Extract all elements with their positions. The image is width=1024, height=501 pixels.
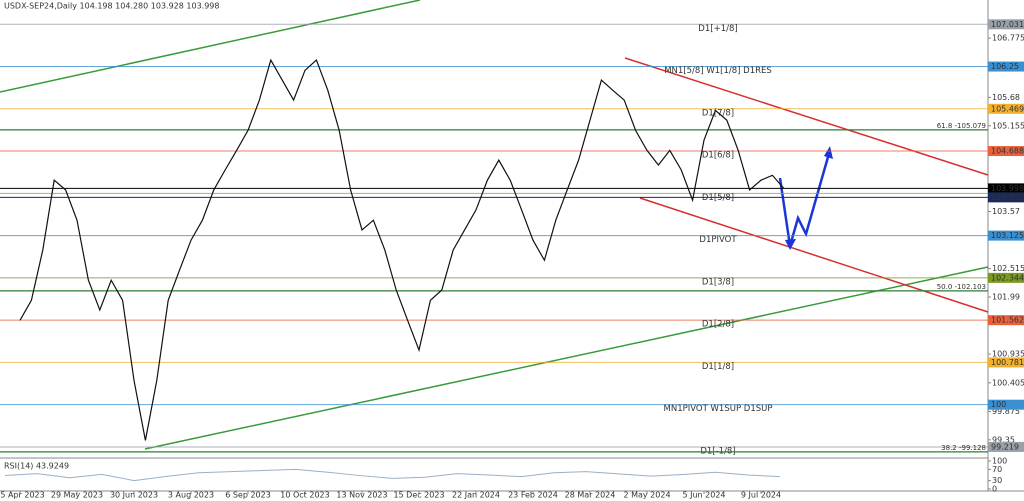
price-box-label: 106.25 xyxy=(991,62,1019,71)
rsi-label: RSI(14) 43.9249 xyxy=(4,462,69,471)
rsi-tick-label: 30 xyxy=(992,476,1002,485)
x-tick-label: 10 Oct 2023 xyxy=(280,491,329,500)
y-tick-label: 106.775 xyxy=(992,34,1024,43)
x-tick-label: 22 Jan 2024 xyxy=(452,491,500,500)
x-tick-label: 13 Nov 2023 xyxy=(336,491,387,500)
channel-line xyxy=(0,0,421,93)
channel-line xyxy=(639,197,989,313)
price-box-label: 99.219 xyxy=(991,442,1019,451)
rsi-tick-label: 0 xyxy=(992,485,997,494)
price-box-label: 102.344 xyxy=(991,273,1024,282)
rsi-line xyxy=(4,468,781,482)
fib-label: 50.0 -102.103 xyxy=(937,283,986,291)
price-box-label: 100 xyxy=(991,400,1006,409)
level-label: MN1[5/8] W1[1/8] D1RES xyxy=(664,66,772,76)
price-box xyxy=(988,315,1024,326)
level-label: D1[6/8] xyxy=(702,151,734,161)
price-box xyxy=(988,61,1024,72)
x-tick-label: 6 Sep 2023 xyxy=(225,491,271,500)
x-tick-label: 3 Aug 2023 xyxy=(168,491,214,500)
y-tick-label: 99.875 xyxy=(992,407,1020,416)
price-box xyxy=(988,441,1024,452)
level-label: D1[2/8] xyxy=(702,320,734,330)
x-tick-label: 23 Feb 2024 xyxy=(508,491,558,500)
chart-title: USDX-SEP24,Daily 104.198 104.280 103.928… xyxy=(4,2,219,11)
y-tick-label: 105.155 xyxy=(992,121,1024,130)
price-box-label: 105.469 xyxy=(991,104,1024,113)
x-tick-label: 5 Jun 2024 xyxy=(682,491,725,500)
y-tick-label: 100.405 xyxy=(992,378,1024,387)
arrow-head xyxy=(785,239,796,250)
x-tick-label: 9 Jul 2024 xyxy=(741,491,781,500)
level-label: D1[+1/8] xyxy=(698,24,737,34)
channel-line xyxy=(144,266,989,450)
price-box xyxy=(988,272,1024,283)
rsi-tick-label: 70 xyxy=(992,465,1002,474)
y-tick-label: 102.515 xyxy=(992,264,1024,273)
level-label: D1[1/8] xyxy=(702,362,734,372)
price-box xyxy=(988,192,1024,203)
rsi-tick-label: 100 xyxy=(992,457,1007,466)
x-tick-label: 28 Mar 2024 xyxy=(565,491,616,500)
level-label: D1[3/8] xyxy=(702,277,734,287)
price-box-label: 107.031 xyxy=(991,20,1024,29)
x-tick-label: 2 May 2024 xyxy=(623,491,670,500)
price-box-label: 103.832 xyxy=(991,193,1024,202)
x-tick-label: 30 Jun 2023 xyxy=(110,491,158,500)
level-label: MN1PIVOT W1SUP D1SUP xyxy=(664,404,773,414)
price-box xyxy=(988,103,1024,114)
fib-label: 38.2 -99.128 xyxy=(941,444,986,452)
price-box-label: 103.125 xyxy=(991,231,1024,240)
level-label: D1PIVOT xyxy=(699,235,737,245)
fib-label: 61.8 -105.079 xyxy=(937,122,986,130)
trend-lines xyxy=(0,0,989,450)
price-box xyxy=(988,357,1024,368)
channel-line xyxy=(624,57,989,176)
price-box xyxy=(988,19,1024,30)
price-box xyxy=(988,230,1024,241)
x-tick-label: 29 May 2023 xyxy=(51,491,103,500)
price-box-label: 104.688 xyxy=(991,147,1024,156)
y-tick-label: 100.935 xyxy=(992,350,1024,359)
y-tick-label: 103.57 xyxy=(992,207,1020,216)
forecast-arrow xyxy=(778,149,832,247)
x-tick-label: 25 Apr 2023 xyxy=(0,491,45,500)
x-tick-label: 15 Dec 2023 xyxy=(393,491,444,500)
y-tick-label: 105.68 xyxy=(992,93,1020,102)
price-box-label: 101.562 xyxy=(991,316,1024,325)
y-tick-label: 99.35 xyxy=(992,435,1015,444)
price-box-label: 103.998 xyxy=(991,184,1024,193)
price-box xyxy=(988,146,1024,157)
price-line xyxy=(19,58,785,441)
price-box-label: 100.781 xyxy=(991,358,1024,367)
price-box xyxy=(988,183,1024,194)
y-tick-label: 101.99 xyxy=(992,293,1020,302)
arrow-head xyxy=(824,146,833,159)
price-box xyxy=(988,399,1024,410)
